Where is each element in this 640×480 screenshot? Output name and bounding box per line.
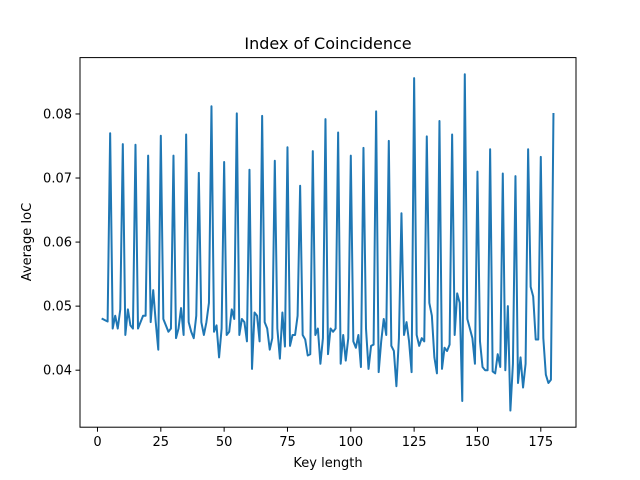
x-axis-label: Key length <box>293 456 362 471</box>
x-tick-label: 50 <box>216 435 233 450</box>
x-tick-label: 75 <box>279 435 296 450</box>
x-tick-label: 100 <box>338 435 363 450</box>
x-tick-label: 175 <box>528 435 553 450</box>
x-tick-label: 125 <box>402 435 427 450</box>
y-axis-label: Average IoC <box>20 203 35 281</box>
plot-frame <box>79 57 577 428</box>
x-tick-label: 0 <box>93 435 101 450</box>
chart-title: Index of Coincidence <box>244 34 411 53</box>
x-tick-label: 150 <box>465 435 490 450</box>
y-tick-label: 0.08 <box>43 107 72 122</box>
data-line <box>101 73 555 412</box>
y-tick-label: 0.04 <box>43 364 72 379</box>
x-tick-label: 25 <box>153 435 170 450</box>
y-tick-label: 0.07 <box>43 172 72 187</box>
y-tick-label: 0.05 <box>43 300 72 315</box>
y-tick-label: 0.06 <box>43 236 72 251</box>
